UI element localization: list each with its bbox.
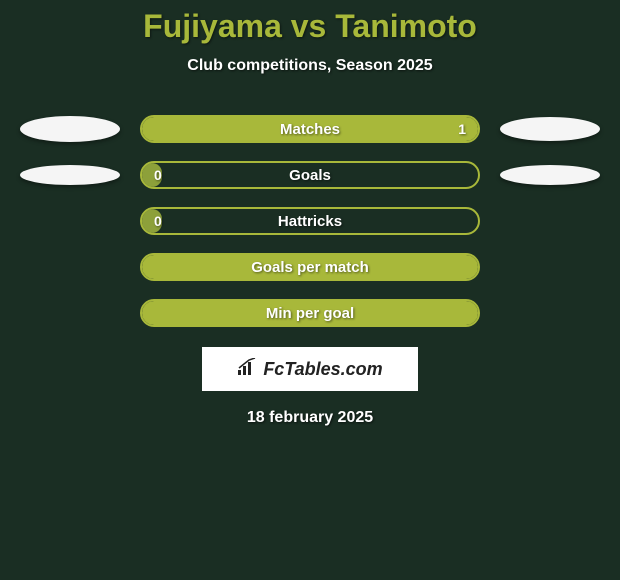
chart-icon (237, 358, 259, 381)
stat-bar: Matches1 (140, 115, 480, 143)
subtitle: Club competitions, Season 2025 (0, 57, 620, 75)
stat-bar: Goals per match (140, 253, 480, 281)
stat-row: Matches1 (0, 115, 620, 143)
left-slot (20, 165, 140, 185)
player-ellipse-right (500, 165, 600, 185)
player-ellipse-left (20, 165, 120, 185)
stat-label: Hattricks (142, 209, 478, 233)
stat-row: Min per goal (0, 299, 620, 327)
date-text: 18 february 2025 (0, 409, 620, 427)
logo-text: FcTables.com (263, 359, 382, 380)
stat-rows: Matches1Goals0Hattricks0Goals per matchM… (0, 115, 620, 327)
stat-row: Goals per match (0, 253, 620, 281)
page-title: Fujiyama vs Tanimoto (0, 8, 620, 45)
right-slot (480, 165, 600, 185)
player-ellipse-right (500, 117, 600, 141)
stat-label: Goals per match (142, 255, 478, 279)
stat-label: Goals (142, 163, 478, 187)
stat-bar: Goals0 (140, 161, 480, 189)
stat-bar: Hattricks0 (140, 207, 480, 235)
left-slot (20, 116, 140, 142)
stat-value-left: 0 (154, 209, 162, 233)
stat-value-left: 0 (154, 163, 162, 187)
stat-bar: Min per goal (140, 299, 480, 327)
logo-box: FcTables.com (202, 347, 418, 391)
right-slot (480, 117, 600, 141)
stat-label: Min per goal (142, 301, 478, 325)
comparison-infographic: Fujiyama vs Tanimoto Club competitions, … (0, 0, 620, 427)
stat-row: Goals0 (0, 161, 620, 189)
player-ellipse-left (20, 116, 120, 142)
stat-value-right: 1 (458, 117, 466, 141)
stat-label: Matches (142, 117, 478, 141)
stat-row: Hattricks0 (0, 207, 620, 235)
